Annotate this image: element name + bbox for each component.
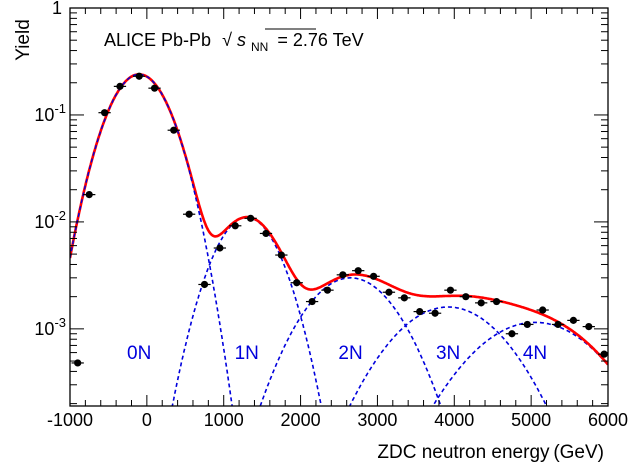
plot-frame xyxy=(69,7,609,407)
data-point xyxy=(492,297,501,306)
data-point xyxy=(262,229,270,238)
x-tick-label: 5000 xyxy=(511,410,551,430)
x-axis-ticks: -1000 0 1000 2000 3000 4000 5000 6000 xyxy=(47,8,628,430)
data-point xyxy=(339,271,347,279)
data-point xyxy=(200,280,209,289)
data-point xyxy=(85,191,93,199)
data-point xyxy=(135,72,143,80)
data-point xyxy=(385,288,393,296)
y-axis-title: Yield xyxy=(13,19,34,61)
peak-label: 1N xyxy=(235,343,259,364)
data-point xyxy=(462,293,470,301)
total-fit-curve-group xyxy=(70,73,608,366)
x-tick-label: 4000 xyxy=(434,410,474,430)
data-point xyxy=(446,286,455,294)
y-tick-label: 10-1 xyxy=(34,101,66,125)
data-point xyxy=(293,279,301,287)
total-fit-curve xyxy=(70,73,608,366)
gaussian-component-curves xyxy=(70,73,608,406)
component-curve xyxy=(348,306,548,406)
data-point xyxy=(569,316,578,324)
data-points xyxy=(71,72,608,367)
data-point xyxy=(323,286,332,294)
data-point xyxy=(277,251,285,259)
y-tick-label: 10-3 xyxy=(34,315,66,339)
y-axis-ticks: 1 10-1 10-2 10-3 xyxy=(34,0,608,405)
peak-labels: 0N 1N 2N 3N 4N xyxy=(127,343,547,364)
sqrt-symbol: √ xyxy=(222,30,232,50)
x-tick-label: 6000 xyxy=(588,410,628,430)
data-point xyxy=(400,294,408,302)
data-point xyxy=(308,297,316,306)
x-axis-title: ZDC neutron energy (GeV) xyxy=(377,442,604,463)
annotation-prefix: ALICE Pb-Pb xyxy=(104,30,211,50)
x-tick-label: 3000 xyxy=(357,410,397,430)
x-tick-label: 2000 xyxy=(281,410,321,430)
data-point xyxy=(100,109,109,117)
data-point xyxy=(185,210,193,218)
peak-label: 2N xyxy=(338,343,362,364)
experiment-annotation: ALICE Pb-Pb √ s NN = 2.76 TeV xyxy=(104,30,364,55)
y-tick-label: 1 xyxy=(52,0,62,18)
data-point xyxy=(431,309,439,317)
data-point xyxy=(247,214,255,222)
component-overlay xyxy=(70,73,202,259)
x-tick-label: -1000 xyxy=(47,410,93,430)
data-point xyxy=(216,244,224,252)
data-point xyxy=(74,359,82,367)
data-point xyxy=(585,322,593,331)
data-point xyxy=(150,84,159,92)
x-tick-label: 0 xyxy=(142,410,152,430)
data-point xyxy=(477,299,485,307)
data-point xyxy=(554,320,562,329)
data-point xyxy=(539,306,547,314)
data-point xyxy=(354,267,362,275)
peak-label: 3N xyxy=(436,343,460,364)
data-point xyxy=(231,222,239,230)
data-point xyxy=(369,272,378,280)
data-point xyxy=(600,350,608,358)
component-curve xyxy=(70,73,233,406)
y-tick-label: 10-2 xyxy=(34,208,66,232)
data-point xyxy=(116,82,124,90)
data-point xyxy=(416,308,424,316)
peak-label: 4N xyxy=(523,343,547,364)
peak-label: 0N xyxy=(127,343,151,364)
data-point xyxy=(508,330,516,338)
annotation-var: s xyxy=(237,30,246,50)
annotation-sub: NN xyxy=(251,40,268,54)
data-point xyxy=(523,320,531,329)
x-tick-label: 1000 xyxy=(204,410,244,430)
data-point xyxy=(170,126,178,134)
annotation-suffix: = 2.76 TeV xyxy=(277,30,363,50)
